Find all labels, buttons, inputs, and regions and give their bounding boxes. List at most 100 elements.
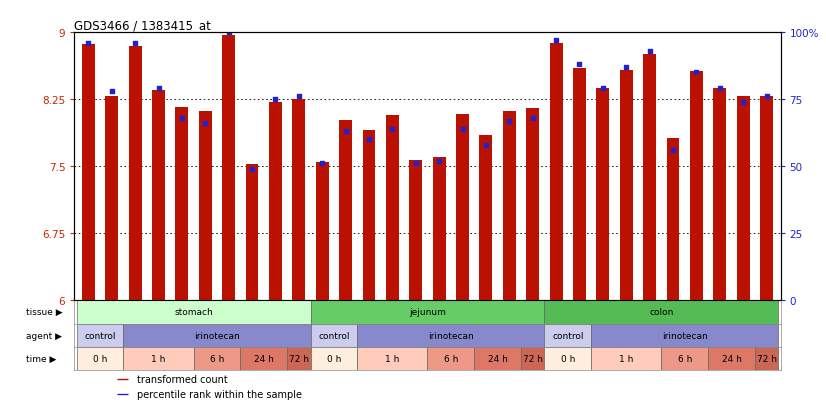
Bar: [193, 347, 240, 370]
Point: [713, 86, 726, 93]
Bar: [240, 347, 287, 370]
Bar: [479, 135, 492, 300]
Point: [760, 94, 773, 100]
Bar: [410, 161, 422, 300]
Point: [105, 88, 118, 95]
Text: 1 h: 1 h: [385, 354, 400, 363]
Bar: [549, 44, 563, 300]
Bar: [521, 347, 544, 370]
Bar: [708, 347, 755, 370]
Bar: [82, 45, 95, 300]
Text: jejunum: jejunum: [409, 308, 446, 316]
Bar: [591, 347, 662, 370]
Point: [386, 126, 399, 133]
Bar: [77, 347, 123, 370]
Text: irinotecan: irinotecan: [662, 331, 708, 340]
Bar: [714, 88, 726, 300]
Point: [479, 142, 492, 149]
Bar: [433, 158, 445, 300]
Bar: [245, 165, 259, 300]
Bar: [175, 108, 188, 300]
Bar: [339, 120, 352, 300]
Point: [643, 48, 656, 55]
Text: GDS3466 / 1383415_at: GDS3466 / 1383415_at: [74, 19, 211, 32]
Text: percentile rank within the sample: percentile rank within the sample: [136, 389, 301, 399]
Point: [199, 121, 212, 127]
Point: [690, 70, 703, 76]
Bar: [311, 347, 358, 370]
Bar: [77, 300, 311, 324]
Text: 24 h: 24 h: [722, 354, 742, 363]
Bar: [737, 97, 749, 300]
Bar: [222, 36, 235, 300]
Bar: [456, 115, 469, 300]
Bar: [358, 347, 428, 370]
Text: irinotecan: irinotecan: [428, 331, 474, 340]
Bar: [292, 100, 306, 300]
Text: tissue ▶: tissue ▶: [26, 308, 63, 316]
Bar: [544, 347, 591, 370]
Bar: [428, 347, 474, 370]
Point: [316, 161, 329, 167]
Bar: [544, 300, 778, 324]
Bar: [643, 55, 656, 300]
Text: 0 h: 0 h: [561, 354, 575, 363]
Point: [503, 118, 516, 125]
Text: transformed count: transformed count: [136, 374, 227, 384]
Point: [268, 97, 282, 103]
Text: 0 h: 0 h: [93, 354, 107, 363]
Text: 24 h: 24 h: [487, 354, 507, 363]
Point: [82, 40, 95, 47]
Text: 72 h: 72 h: [523, 354, 543, 363]
Point: [175, 115, 188, 122]
Text: 6 h: 6 h: [677, 354, 692, 363]
Text: control: control: [552, 331, 583, 340]
Point: [620, 64, 633, 71]
Text: agent ▶: agent ▶: [26, 331, 62, 340]
Point: [292, 94, 306, 100]
Bar: [596, 88, 610, 300]
Text: 1 h: 1 h: [151, 354, 166, 363]
Bar: [77, 324, 123, 347]
Text: control: control: [84, 331, 116, 340]
Bar: [526, 109, 539, 300]
Text: 6 h: 6 h: [444, 354, 458, 363]
Bar: [503, 112, 515, 300]
Point: [526, 115, 539, 122]
Bar: [123, 324, 311, 347]
Bar: [591, 324, 778, 347]
Point: [339, 128, 352, 135]
Bar: [129, 46, 141, 300]
Bar: [269, 102, 282, 300]
Point: [573, 62, 586, 69]
Bar: [311, 300, 544, 324]
Point: [596, 86, 610, 93]
Text: 0 h: 0 h: [327, 354, 341, 363]
Point: [245, 166, 259, 173]
Point: [456, 126, 469, 133]
Point: [667, 147, 680, 154]
Bar: [199, 112, 211, 300]
Bar: [358, 324, 544, 347]
Bar: [152, 91, 165, 300]
Bar: [316, 162, 329, 300]
Point: [222, 30, 235, 36]
Bar: [123, 347, 193, 370]
Bar: [386, 116, 399, 300]
Text: stomach: stomach: [174, 308, 213, 316]
Text: 1 h: 1 h: [619, 354, 634, 363]
Bar: [474, 347, 521, 370]
Point: [409, 161, 422, 167]
Point: [129, 40, 142, 47]
Text: control: control: [318, 331, 349, 340]
Point: [549, 38, 563, 44]
Bar: [106, 97, 118, 300]
Point: [433, 158, 446, 165]
Bar: [311, 324, 358, 347]
Point: [737, 99, 750, 106]
Bar: [690, 71, 703, 300]
Point: [152, 86, 165, 93]
Bar: [662, 347, 708, 370]
Text: irinotecan: irinotecan: [194, 331, 240, 340]
Text: 72 h: 72 h: [289, 354, 309, 363]
